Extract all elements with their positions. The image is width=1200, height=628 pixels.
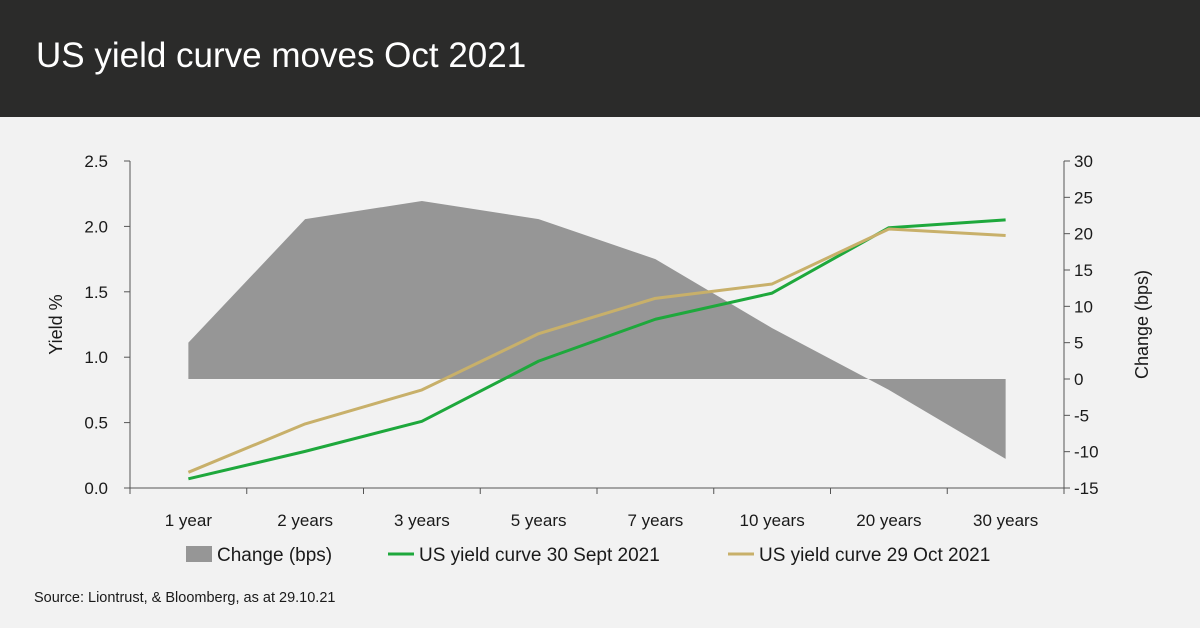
x-tick-label: 7 years (628, 511, 684, 530)
oct-2021-yield-line (187, 227, 1006, 474)
x-tick-label: 2 years (277, 511, 333, 530)
x-tick-label: 30 years (973, 511, 1038, 530)
x-tick-label: 1 year (165, 511, 213, 530)
legend-label-oct: US yield curve 29 Oct 2021 (759, 545, 990, 566)
change-bps-area (188, 200, 1006, 459)
left-tick-label: 1.5 (84, 283, 108, 302)
header-bar: US yield curve moves Oct 2021 (0, 0, 1200, 117)
right-tick-label: 20 (1074, 225, 1093, 244)
right-tick-label: 0 (1074, 370, 1083, 389)
x-tick-label: 3 years (394, 511, 450, 530)
left-tick-label: 1.0 (84, 348, 108, 367)
right-tick-label: 5 (1074, 334, 1083, 353)
legend-swatch-change (186, 546, 212, 562)
x-tick-label: 20 years (856, 511, 921, 530)
left-axis-title: Yield % (46, 294, 66, 354)
right-axis-title: Change (bps) (1132, 270, 1152, 379)
left-tick-label: 2.0 (84, 217, 108, 236)
right-tick-label: 15 (1074, 261, 1093, 280)
legend-label-sept: US yield curve 30 Sept 2021 (419, 545, 660, 566)
right-tick-label: -5 (1074, 406, 1089, 425)
right-tick-label: -15 (1074, 479, 1099, 498)
right-tick-label: 25 (1074, 188, 1093, 207)
left-tick-label: 0.5 (84, 414, 108, 433)
left-tick-label: 2.5 (84, 152, 108, 171)
x-tick-label: 5 years (511, 511, 567, 530)
right-tick-label: -10 (1074, 443, 1099, 462)
source-note: Source: Liontrust, & Bloomberg, as at 29… (34, 590, 336, 606)
right-tick-label: 30 (1074, 152, 1093, 171)
left-tick-label: 0.0 (84, 479, 108, 498)
x-tick-label: 10 years (740, 511, 805, 530)
chart-title: US yield curve moves Oct 2021 (36, 36, 527, 75)
legend-label-change: Change (bps) (217, 545, 332, 566)
right-tick-label: 10 (1074, 297, 1093, 316)
